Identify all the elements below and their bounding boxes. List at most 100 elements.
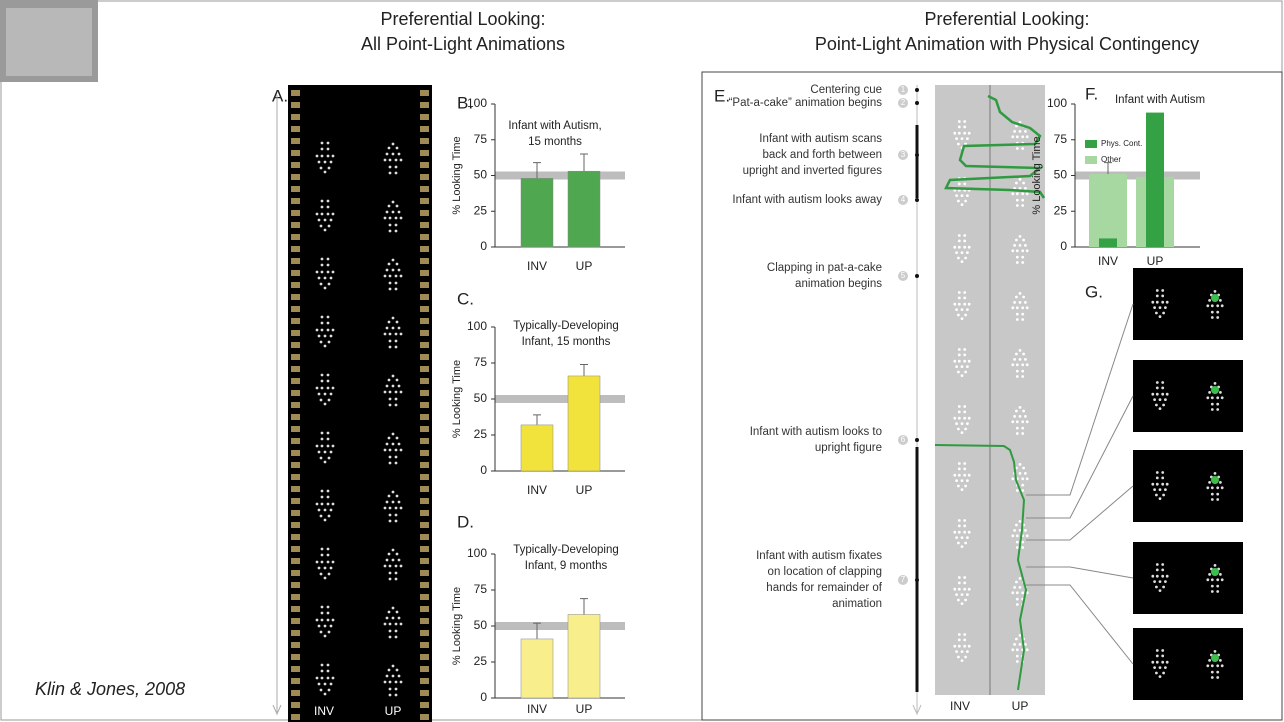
light-point bbox=[1022, 353, 1025, 356]
light-point bbox=[1021, 489, 1024, 492]
light-point bbox=[966, 251, 969, 254]
light-point bbox=[327, 155, 330, 158]
sprocket bbox=[291, 534, 300, 540]
light-point bbox=[332, 619, 335, 622]
light-point bbox=[321, 554, 324, 557]
light-point bbox=[1216, 311, 1219, 314]
light-point bbox=[330, 277, 333, 280]
light-point bbox=[1021, 204, 1024, 207]
reference-band bbox=[495, 172, 625, 180]
light-point bbox=[332, 387, 335, 390]
light-point bbox=[1162, 312, 1165, 315]
sprocket bbox=[420, 546, 429, 552]
y-tick-label: 75 bbox=[1054, 132, 1068, 146]
light-point bbox=[1016, 147, 1019, 150]
light-point bbox=[400, 507, 403, 510]
light-point bbox=[968, 360, 971, 363]
light-point bbox=[963, 576, 966, 579]
light-point bbox=[1011, 192, 1014, 195]
light-point bbox=[961, 545, 964, 548]
event-dot bbox=[915, 578, 919, 582]
y-tick-label: 100 bbox=[467, 546, 487, 560]
sprocket bbox=[291, 198, 300, 204]
sprocket bbox=[420, 474, 429, 480]
light-point bbox=[324, 403, 327, 406]
y-tick-label: 100 bbox=[1047, 96, 1067, 110]
light-point bbox=[1021, 256, 1024, 259]
light-point bbox=[1016, 375, 1019, 378]
light-point bbox=[963, 519, 966, 522]
light-point bbox=[961, 308, 964, 311]
event-text: “Pat-a-cake” animation begins bbox=[729, 97, 883, 109]
light-point bbox=[400, 623, 403, 626]
light-point bbox=[964, 200, 967, 203]
event-dot bbox=[915, 101, 919, 105]
fixation bbox=[1211, 386, 1219, 394]
light-point bbox=[395, 520, 398, 523]
light-point bbox=[395, 159, 398, 162]
light-point bbox=[400, 565, 403, 568]
light-point bbox=[318, 509, 321, 512]
light-point bbox=[321, 612, 324, 615]
light-point bbox=[1011, 363, 1014, 366]
light-point bbox=[963, 303, 966, 306]
light-point bbox=[395, 275, 398, 278]
light-point bbox=[1156, 295, 1159, 298]
light-point bbox=[1156, 655, 1159, 658]
light-point bbox=[327, 670, 330, 673]
light-point bbox=[1155, 404, 1158, 407]
light-point bbox=[318, 567, 321, 570]
light-point bbox=[1019, 349, 1022, 352]
light-point bbox=[389, 514, 392, 517]
light-point bbox=[320, 631, 323, 634]
reference-band bbox=[495, 622, 625, 630]
light-point bbox=[389, 166, 392, 169]
sprocket bbox=[420, 210, 429, 216]
light-point bbox=[957, 143, 960, 146]
light-point bbox=[324, 393, 327, 396]
bar bbox=[568, 376, 600, 471]
sprocket bbox=[420, 510, 429, 516]
y-tick-label: 0 bbox=[480, 690, 487, 704]
light-point bbox=[395, 462, 398, 465]
light-point bbox=[321, 664, 324, 667]
light-point bbox=[328, 689, 331, 692]
light-point bbox=[1013, 415, 1016, 418]
light-point bbox=[398, 327, 401, 330]
light-point bbox=[958, 582, 961, 585]
light-point bbox=[316, 387, 319, 390]
title-right: Preferential Looking: bbox=[924, 9, 1089, 29]
light-point bbox=[1161, 563, 1164, 566]
light-point bbox=[392, 491, 395, 494]
light-point bbox=[327, 561, 330, 564]
light-point bbox=[320, 457, 323, 460]
light-point bbox=[392, 327, 395, 330]
light-point bbox=[389, 275, 392, 278]
light-point bbox=[1013, 358, 1016, 361]
light-point bbox=[398, 153, 401, 156]
light-point bbox=[398, 385, 401, 388]
light-point bbox=[958, 411, 961, 414]
light-point bbox=[1019, 472, 1022, 475]
light-point bbox=[321, 438, 324, 441]
panel-label: C. bbox=[457, 289, 474, 308]
light-point bbox=[961, 365, 964, 368]
light-point bbox=[964, 599, 967, 602]
light-point bbox=[1155, 494, 1158, 497]
x-tick-label: UP bbox=[1147, 254, 1164, 268]
light-point bbox=[961, 650, 964, 653]
light-point bbox=[1164, 666, 1167, 669]
light-point bbox=[324, 461, 327, 464]
light-point bbox=[384, 623, 387, 626]
light-point bbox=[1016, 204, 1019, 207]
light-point bbox=[963, 240, 966, 243]
light-point bbox=[327, 200, 330, 203]
light-point bbox=[958, 645, 961, 648]
y-tick-label: 50 bbox=[474, 168, 488, 182]
light-point bbox=[400, 391, 403, 394]
light-point bbox=[958, 468, 961, 471]
light-point bbox=[395, 230, 398, 233]
light-point bbox=[389, 688, 392, 691]
chart-title: Typically-Developing bbox=[513, 320, 618, 332]
light-point bbox=[389, 520, 392, 523]
